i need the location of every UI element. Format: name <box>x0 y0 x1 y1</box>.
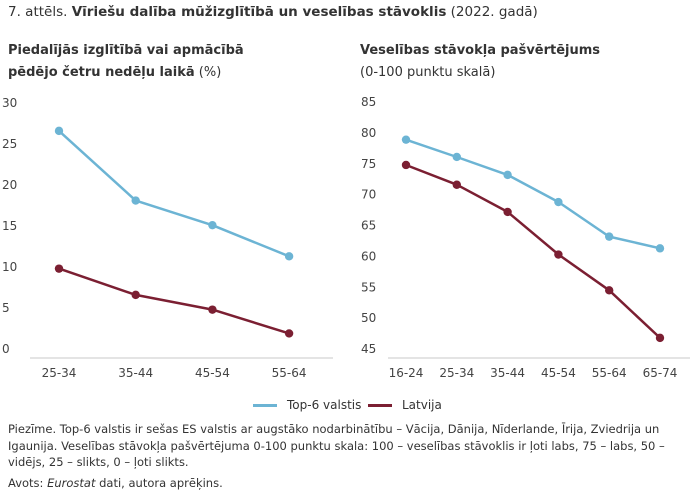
right-xtick-label: 45-54 <box>541 366 576 380</box>
left-point-top6 <box>131 196 140 205</box>
legend-swatch-top6 <box>253 403 277 407</box>
right-point-top6 <box>452 152 461 162</box>
right-chart-title: Veselības stāvokļa pašvērtējums (0-100 p… <box>360 40 690 84</box>
right-xtick-label: 55-64 <box>592 366 627 380</box>
right-xtick-label: 35-44 <box>490 366 525 380</box>
figure-title-suffix: (2022. gadā) <box>450 4 538 20</box>
right-chart-title-line1: Veselības stāvokļa pašvērtējums <box>360 43 601 58</box>
right-xtick-label: 65-74 <box>643 366 678 380</box>
right-series-line-latvija <box>404 163 662 340</box>
legend-label-top6: Top-6 valstis <box>287 398 362 412</box>
left-point-latvija <box>131 290 140 300</box>
left-chart-title: Piedalījās izglītībā vai apmācībā pēdējo… <box>8 40 338 84</box>
left-ytick-label: 15 <box>2 219 17 233</box>
right-ytick-label: 55 <box>361 280 376 294</box>
legend: Top-6 valstis Latvija <box>0 398 700 414</box>
right-ytick-label: 85 <box>361 95 376 109</box>
right-xtick-label: 16-24 <box>389 366 424 380</box>
right-point-top6 <box>554 197 563 207</box>
left-ytick-label: 10 <box>2 260 17 274</box>
left-xtick-label: 45-54 <box>195 366 230 380</box>
right-ytick-label: 60 <box>361 249 376 263</box>
left-point-top6 <box>208 220 217 230</box>
right-point-latvija <box>655 333 665 343</box>
right-ytick-label: 70 <box>361 188 376 202</box>
left-series-line-top6 <box>57 129 291 258</box>
right-point-top6 <box>401 135 411 144</box>
left-point-top6 <box>54 126 64 136</box>
source-prefix: Avots: <box>8 476 44 490</box>
left-ytick-label: 20 <box>2 178 17 192</box>
left-xtick-label: 55-64 <box>272 366 307 380</box>
right-ytick-label: 45 <box>361 342 376 356</box>
right-ytick-label: 80 <box>361 126 376 140</box>
chart-note: Piezīme. Top-6 valstis ir sešas ES valst… <box>8 422 665 469</box>
right-point-top6 <box>503 170 512 180</box>
left-ytick-label: 25 <box>2 137 17 151</box>
left-chart-title-line2: pēdējo četru nedēļu laikā <box>8 65 195 80</box>
left-ytick-label: 0 <box>2 342 10 356</box>
left-chart-title-unit: (%) <box>198 65 222 80</box>
left-series-line-latvija <box>57 267 291 335</box>
right-point-top6 <box>605 232 614 241</box>
left-ytick-label: 30 <box>2 96 17 110</box>
right-point-latvija <box>503 207 512 217</box>
right-ytick-label: 75 <box>361 157 376 171</box>
source-line: Avots: Eurostat dati, autora aprēķins. <box>8 476 223 490</box>
right-point-latvija <box>452 180 461 189</box>
left-chart-title-line1: Piedalījās izglītībā vai apmācībā <box>8 43 244 58</box>
legend-item-latvija: Latvija <box>368 398 442 412</box>
left-point-latvija <box>284 329 294 338</box>
left-point-latvija <box>54 264 64 273</box>
figure-title: 7. attēls. Vīriešu dalība mūžizglītībā u… <box>8 4 538 20</box>
right-ytick-label: 65 <box>361 219 376 233</box>
legend-label-latvija: Latvija <box>402 398 442 412</box>
legend-swatch-latvija <box>368 403 392 407</box>
figure-title-prefix: 7. attēls. <box>8 4 68 20</box>
right-point-top6 <box>655 244 665 253</box>
right-point-latvija <box>401 160 411 170</box>
right-ytick-label: 50 <box>361 311 376 325</box>
left-xtick-label: 25-34 <box>42 366 77 380</box>
legend-item-top6: Top-6 valstis <box>253 398 361 412</box>
right-chart-title-line2: (0-100 punktu skalā) <box>360 65 496 80</box>
right-point-latvija <box>554 250 563 259</box>
left-point-top6 <box>284 252 294 261</box>
line-charts-area: 0 5 10 15 20 25 30 25-34 35-44 45-54 55-64 45 50 55 60… <box>2 95 690 380</box>
source-suffix: dati, autora aprēķins. <box>99 476 223 490</box>
right-point-latvija <box>605 286 614 295</box>
left-point-latvija <box>208 305 217 314</box>
figure-title-main: Vīriešu dalība mūžizglītībā un veselības… <box>71 4 447 20</box>
source-italic: Eurostat <box>47 476 96 490</box>
right-xtick-label: 25-34 <box>439 366 474 380</box>
left-ytick-label: 5 <box>2 301 10 315</box>
right-series-line-top6 <box>404 138 662 250</box>
left-xtick-label: 35-44 <box>118 366 153 380</box>
